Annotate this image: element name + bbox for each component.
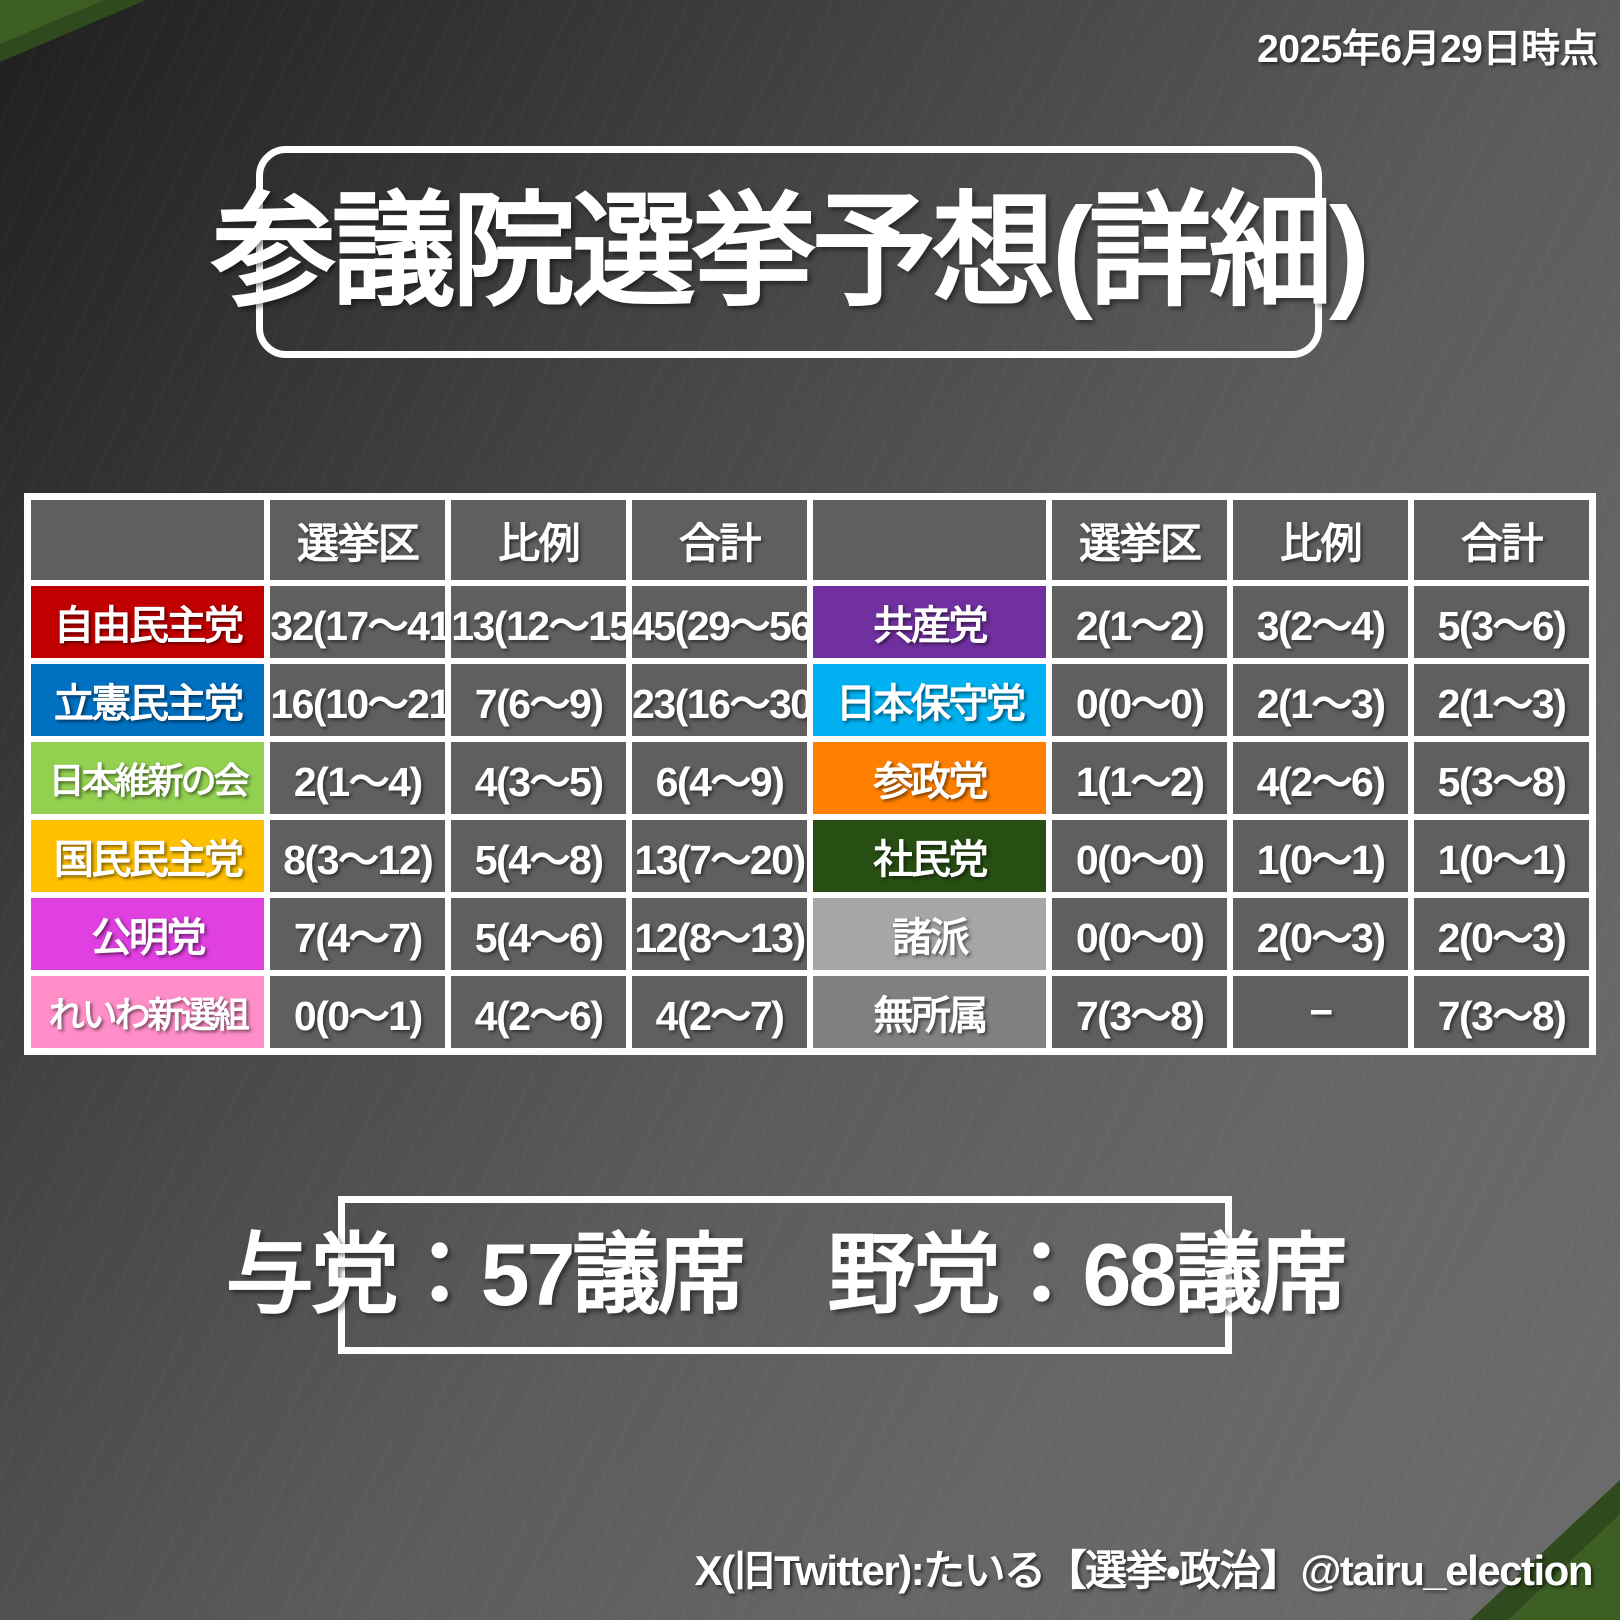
total-seats-cell: 45(29～56) xyxy=(629,583,810,661)
party-name-cell: 日本保守党 xyxy=(809,661,1050,739)
table-row: れいわ新選組 0(0～1) 4(2～6) 4(2～7) 無所属 7(3～8) −7(3～8) xyxy=(28,973,1592,1051)
corner-accent-bottom-right-inner xyxy=(1508,1514,1620,1620)
total-seats-cell: 5(3～8) xyxy=(1411,739,1592,817)
party-name-cell: 社民党 xyxy=(809,817,1050,895)
proportional-seats-cell: 4(2～6) xyxy=(1230,739,1412,817)
district-seats-cell: 1(1～2) xyxy=(1049,739,1231,817)
corner-accent-top-left-inner xyxy=(0,0,104,44)
header-right-party-blank xyxy=(809,497,1050,583)
district-seats-cell: 16(10～21) xyxy=(267,661,449,739)
table-header-row: 選挙区 比例 合計 選挙区 比例 合計 xyxy=(28,497,1592,583)
header-left-district: 選挙区 xyxy=(267,497,449,583)
table-row: 公明党 7(4～7) 5(4～6) 12(8～13) 諸派 0(0～0) 2(0～3) 2(0… xyxy=(28,895,1592,973)
party-name-cell: 立憲民主党 xyxy=(28,661,268,739)
seat-forecast-table-wrapper: 選挙区 比例 合計 選挙区 比例 合計 自由民主党 32(17～41) 13(12～… xyxy=(24,493,1596,1055)
party-name-cell: れいわ新選組 xyxy=(28,973,268,1051)
party-name-cell: 無所属 xyxy=(809,973,1050,1051)
proportional-seats-cell: 4(3～5) xyxy=(448,739,630,817)
seat-forecast-table: 選挙区 比例 合計 選挙区 比例 合計 自由民主党 32(17～41) 13(12～… xyxy=(24,493,1596,1055)
page-title: 参議院選挙予想(詳細) xyxy=(211,183,1371,321)
proportional-seats-cell: 2(0～3) xyxy=(1230,895,1412,973)
party-name-cell: 諸派 xyxy=(809,895,1050,973)
district-seats-cell: 0(0～1) xyxy=(267,973,449,1051)
table-row: 自由民主党 32(17～41) 13(12～15) 45(29～56) 共産党 2(1～2… xyxy=(28,583,1592,661)
table-row: 立憲民主党 16(10～21) 7(6～9) 23(16～30) 日本保守党 0(0～0)… xyxy=(28,661,1592,739)
district-seats-cell: 0(0～0) xyxy=(1049,895,1231,973)
proportional-seats-cell: 13(12～15) xyxy=(448,583,630,661)
proportional-seats-cell: 1(0～1) xyxy=(1230,817,1412,895)
total-seats-cell: 6(4～9) xyxy=(629,739,810,817)
seat-summary: 与党：57議席 野党：68議席 xyxy=(225,1225,1348,1324)
proportional-seats-cell: 4(2～6) xyxy=(448,973,630,1051)
proportional-seats-cell: 5(4～8) xyxy=(448,817,630,895)
header-left-total: 合計 xyxy=(629,497,810,583)
total-seats-cell: 2(1～3) xyxy=(1411,661,1592,739)
total-seats-cell: 4(2～7) xyxy=(629,973,810,1051)
header-right-district: 選挙区 xyxy=(1049,497,1231,583)
table-body: 自由民主党 32(17～41) 13(12～15) 45(29～56) 共産党 2(1～2… xyxy=(28,583,1592,1051)
header-left-proportional: 比例 xyxy=(448,497,630,583)
total-seats-cell: 7(3～8) xyxy=(1411,973,1592,1051)
district-seats-cell: 0(0～0) xyxy=(1049,817,1231,895)
party-name-cell: 自由民主党 xyxy=(28,583,268,661)
total-seats-cell: 2(0～3) xyxy=(1411,895,1592,973)
party-name-cell: 共産党 xyxy=(809,583,1050,661)
proportional-seats-cell: 7(6～9) xyxy=(448,661,630,739)
total-seats-cell: 12(8～13) xyxy=(629,895,810,973)
party-name-cell: 参政党 xyxy=(809,739,1050,817)
total-seats-cell: 1(0～1) xyxy=(1411,817,1592,895)
proportional-seats-cell: − xyxy=(1230,973,1412,1051)
district-seats-cell: 2(1～4) xyxy=(267,739,449,817)
proportional-seats-cell: 5(4～6) xyxy=(448,895,630,973)
district-seats-cell: 2(1～2) xyxy=(1049,583,1231,661)
header-right-total: 合計 xyxy=(1411,497,1592,583)
table-row: 国民民主党 8(3～12) 5(4～8) 13(7～20) 社民党 0(0～0) 1(0～1… xyxy=(28,817,1592,895)
party-name-cell: 国民民主党 xyxy=(28,817,268,895)
proportional-seats-cell: 3(2～4) xyxy=(1230,583,1412,661)
district-seats-cell: 32(17～41) xyxy=(267,583,449,661)
header-left-party-blank xyxy=(28,497,268,583)
header-right-proportional: 比例 xyxy=(1230,497,1412,583)
party-name-cell: 日本維新の会 xyxy=(28,739,268,817)
proportional-seats-cell: 2(1～3) xyxy=(1230,661,1412,739)
district-seats-cell: 8(3～12) xyxy=(267,817,449,895)
total-seats-cell: 13(7～20) xyxy=(629,817,810,895)
total-seats-cell: 5(3～6) xyxy=(1411,583,1592,661)
summary-box: 与党：57議席 野党：68議席 xyxy=(226,1196,1347,1354)
party-name-cell: 公明党 xyxy=(28,895,268,973)
author-credit: X(旧Twitter):たいる【選挙・政治】@tairu_election xyxy=(694,1547,1594,1594)
total-seats-cell: 23(16～30) xyxy=(629,661,810,739)
table-row: 日本維新の会 2(1～4) 4(3～5) 6(4～9) 参政党 1(1～2) 4(2～6) 5… xyxy=(28,739,1592,817)
date-stamp: 2025年6月29日時点 xyxy=(1257,28,1598,71)
district-seats-cell: 7(3～8) xyxy=(1049,973,1231,1051)
district-seats-cell: 0(0～0) xyxy=(1049,661,1231,739)
district-seats-cell: 7(4～7) xyxy=(267,895,449,973)
title-box: 参議院選挙予想(詳細) xyxy=(212,146,1370,358)
